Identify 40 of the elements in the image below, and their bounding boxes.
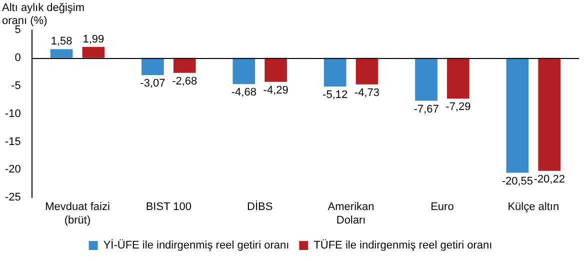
bar <box>264 58 287 82</box>
bar <box>447 58 470 99</box>
bar <box>324 58 346 87</box>
bar <box>173 58 196 73</box>
data-label: -7,29 <box>446 101 471 114</box>
x-tick-label: Mevduat faizi (brüt) <box>45 201 110 226</box>
x-tick-label: Amerikan Doları <box>328 201 374 226</box>
y-tick-label: 0 <box>14 52 21 64</box>
y-axis-title: Altı aylık değişim oranı (%) <box>2 2 86 27</box>
data-label: -5,12 <box>322 89 348 102</box>
y-tick-label: -5 <box>11 80 21 92</box>
bar <box>82 46 105 58</box>
y-tick-label: 5 <box>14 24 21 36</box>
data-label: 1,58 <box>50 36 72 48</box>
data-label: -20,55 <box>502 175 534 188</box>
legend-label: Yİ-ÜFE ile indirgenmiş reel getiri oranı <box>103 238 290 252</box>
data-label: -2,68 <box>172 75 198 88</box>
data-label: -4,29 <box>263 84 288 96</box>
bar <box>50 49 73 58</box>
legend-label: TÜFE ile indirgenmiş reel getiri oranı <box>314 238 492 252</box>
y-tick-label: -25 <box>4 192 21 204</box>
data-label: -20,22 <box>534 173 565 186</box>
data-label: 1,99 <box>82 33 104 46</box>
data-label: -3,07 <box>140 78 166 90</box>
bar <box>232 58 256 84</box>
x-tick-label: BIST 100 <box>146 201 192 214</box>
bar <box>142 58 164 76</box>
y-tick-label: -10 <box>4 108 21 120</box>
data-label: -7,67 <box>414 103 439 116</box>
y-tick-label: -15 <box>4 136 21 148</box>
bar <box>506 58 529 173</box>
data-label: -4,68 <box>231 86 256 99</box>
bar <box>415 58 438 101</box>
bar <box>356 58 378 84</box>
x-tick-label: Külçe altın <box>508 201 560 214</box>
x-tick-label: DİBS <box>247 200 273 214</box>
y-tick-label: -20 <box>4 164 21 176</box>
x-tick-label: Euro <box>430 201 454 214</box>
bar <box>538 58 561 171</box>
data-label: -4,73 <box>354 86 380 99</box>
